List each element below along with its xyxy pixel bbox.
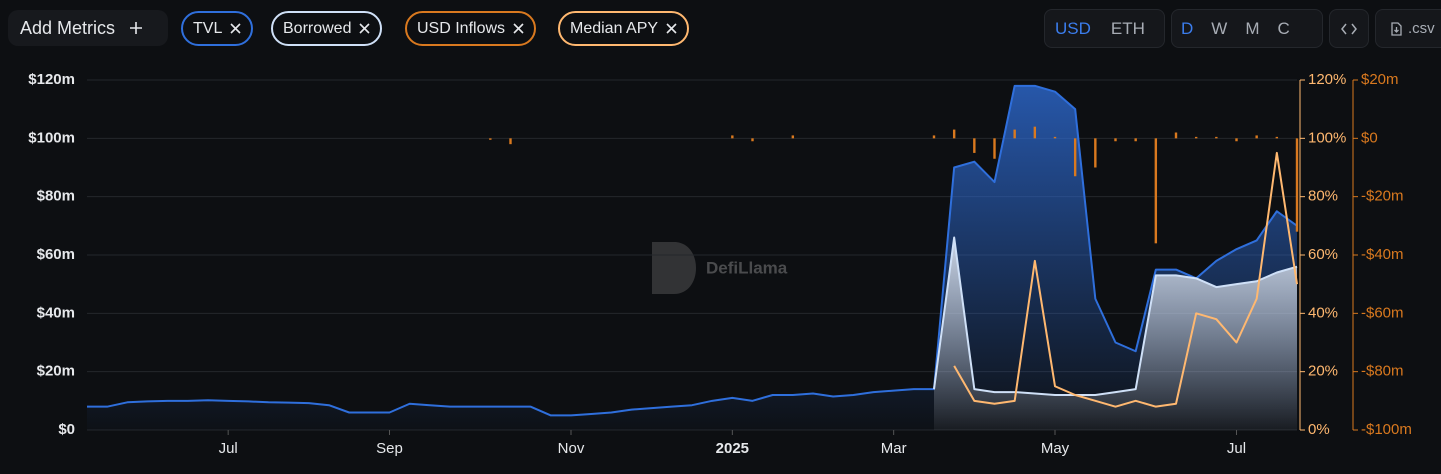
interval-button[interactable]: W <box>1211 18 1228 38</box>
y-tick-label: $120m <box>28 71 75 88</box>
add-metrics[interactable]: Add Metrics <box>8 10 168 46</box>
y2-tick-label: 0% <box>1308 421 1330 438</box>
inflow-bar <box>1094 138 1097 168</box>
y3-tick-label: -$20m <box>1361 188 1404 205</box>
inflow-bar <box>1255 135 1258 139</box>
eth-button[interactable]: ETH <box>1110 18 1145 38</box>
y3-tick-label: $0 <box>1361 129 1378 146</box>
inflow-bar <box>791 135 795 139</box>
y2-tick-label: 60% <box>1308 246 1338 263</box>
inflow-bar <box>509 138 512 145</box>
inflow-bar <box>952 129 956 139</box>
metric-chip[interactable]: TVL <box>181 11 254 46</box>
inflow-bar <box>1013 129 1016 139</box>
inflow-bar <box>1033 126 1037 139</box>
inflow-bar <box>932 135 936 139</box>
metric-chip-label: Borrowed <box>283 19 352 37</box>
close-icon <box>666 23 677 34</box>
x-tick-label: 2025 <box>716 440 749 457</box>
embed-button[interactable] <box>1329 9 1369 48</box>
y-tick-label: $0 <box>58 421 75 438</box>
interval-button[interactable]: C <box>1277 18 1290 38</box>
csv-button[interactable]: .csv <box>1375 9 1441 48</box>
inflow-bar <box>1215 136 1218 139</box>
code-icon <box>1341 23 1357 34</box>
y-tick-label: $80m <box>37 188 75 205</box>
add-metrics-label: Add Metrics <box>20 17 116 38</box>
plus-icon <box>130 22 143 34</box>
y2-tick-label: 120% <box>1308 71 1346 88</box>
y3-tick-label: -$60m <box>1361 304 1404 321</box>
inflow-bar <box>489 138 492 140</box>
inflow-bar <box>1073 138 1077 177</box>
currency-toggle: USD ETH <box>1044 9 1165 48</box>
x-tick-label: Nov <box>558 440 585 457</box>
inflow-bar <box>1295 138 1299 232</box>
inflow-bar <box>973 138 976 153</box>
inflow-bar <box>1053 136 1057 139</box>
series-line <box>933 236 1298 396</box>
series-area <box>87 85 1297 430</box>
y2-tick-label: 40% <box>1308 304 1338 321</box>
inflow-bar <box>751 138 754 142</box>
y2-tick-label: 80% <box>1308 188 1338 205</box>
watermark-text: DefiLlama <box>706 258 788 277</box>
inflow-bar <box>993 138 996 159</box>
y3-tick-label: -$80m <box>1361 363 1404 380</box>
close-icon <box>359 23 371 34</box>
inflow-bar <box>1134 138 1137 142</box>
series-area <box>934 237 1297 430</box>
series-line <box>87 84 1298 417</box>
y-tick-label: $60m <box>37 246 75 263</box>
x-tick-label: Jul <box>1227 440 1246 457</box>
metric-chip[interactable]: Borrowed <box>271 11 383 46</box>
y-tick-label: $40m <box>37 304 75 321</box>
usd-button[interactable]: USD <box>1055 18 1091 38</box>
metric-chip-label: TVL <box>193 19 223 37</box>
watermark: DefiLlama <box>652 242 788 294</box>
inflow-bar <box>1275 136 1279 139</box>
metric-chip-label: USD Inflows <box>417 19 506 37</box>
download-icon <box>1391 21 1402 36</box>
interval-button[interactable]: M <box>1245 18 1260 38</box>
y-tick-label: $100m <box>28 129 75 146</box>
metric-chip[interactable]: USD Inflows <box>405 11 537 46</box>
y3-tick-label: -$40m <box>1361 246 1404 263</box>
inflow-bar <box>1194 136 1198 139</box>
close-icon <box>230 23 241 34</box>
metric-chip-label: Median APY <box>570 19 659 37</box>
inflow-bar <box>731 135 734 139</box>
y3-tick-label: $20m <box>1361 71 1399 88</box>
inflow-bar <box>1235 138 1238 142</box>
y2-tick-label: 100% <box>1308 129 1346 146</box>
metric-chip[interactable]: Median APY <box>558 11 690 46</box>
x-tick-label: May <box>1041 440 1070 457</box>
csv-label: .csv <box>1408 20 1435 37</box>
y3-tick-label: -$100m <box>1361 421 1412 438</box>
close-icon <box>513 23 524 34</box>
series-line <box>953 151 1298 408</box>
inflow-bar <box>1114 138 1117 142</box>
y2-tick-label: 20% <box>1308 363 1338 380</box>
x-tick-label: Jul <box>219 440 238 457</box>
inflow-bar <box>1174 132 1178 139</box>
interval-toggle: D W M C <box>1171 9 1323 48</box>
interval-button[interactable]: D <box>1181 18 1194 38</box>
x-tick-label: Sep <box>376 440 403 457</box>
x-tick-label: Mar <box>881 440 907 457</box>
y-tick-label: $20m <box>37 363 75 380</box>
inflow-bar <box>1154 138 1158 244</box>
